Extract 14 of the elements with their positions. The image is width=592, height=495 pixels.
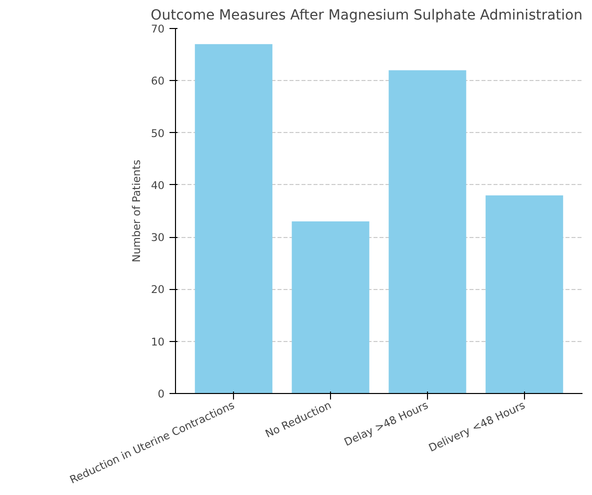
bar (388, 70, 466, 394)
y-tick-label: 0 (158, 388, 165, 400)
y-axis-title: Number of Patients (130, 159, 143, 262)
y-tick-label: 70 (150, 22, 165, 36)
bar (194, 44, 272, 394)
y-tick-label: 60 (150, 74, 165, 88)
bar (486, 195, 564, 394)
y-tick-label: 10 (150, 335, 165, 348)
bar (292, 221, 370, 394)
y-tick-label: 30 (150, 231, 165, 244)
y-tick-label: 20 (150, 283, 165, 296)
chart-title: Outcome Measures After Magnesium Sulphate Administration (150, 8, 583, 24)
y-tick-label: 50 (150, 126, 165, 140)
y-tick-label: 40 (150, 178, 165, 192)
